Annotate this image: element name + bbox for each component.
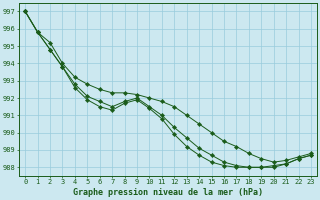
X-axis label: Graphe pression niveau de la mer (hPa): Graphe pression niveau de la mer (hPa) <box>73 188 263 197</box>
